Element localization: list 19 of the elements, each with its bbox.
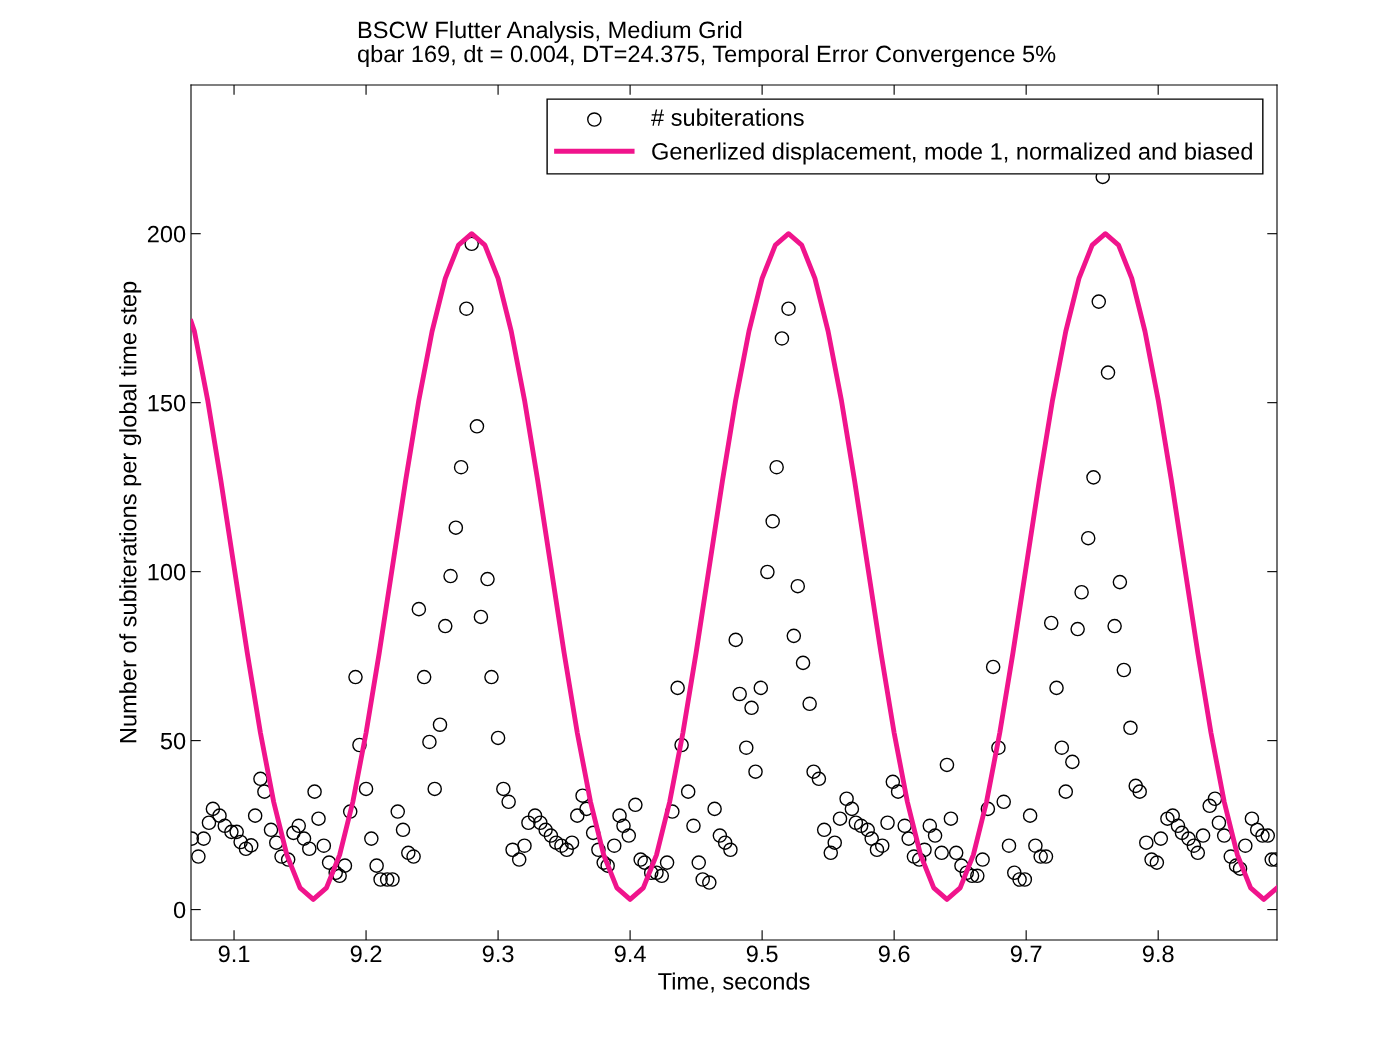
y-tick-label: 150	[148, 394, 186, 412]
x-tick-label: 9.6	[878, 945, 910, 963]
y-axis-title: Number of subiterations per global time step	[119, 281, 142, 743]
legend-label: Generlized displacement, mode 1, normalized and biased	[652, 142, 1252, 165]
x-tick-label: 9.7	[1010, 945, 1042, 963]
x-tick-label: 9.3	[482, 945, 514, 963]
x-tick-label: 9.8	[1142, 945, 1174, 963]
x-tick-label: 9.5	[746, 945, 778, 963]
y-tick-label: 0	[173, 901, 186, 919]
chart-subtitle: qbar 169, dt = 0.004, DT=24.375, Temporal Error Convergence 5%	[357, 45, 1056, 68]
x-tick-label: 9.4	[614, 945, 646, 963]
x-tick-label: 9.1	[218, 945, 250, 963]
y-tick-label: 50	[160, 732, 186, 750]
y-tick-label: 100	[148, 563, 186, 581]
legend-label: # subiterations	[651, 108, 804, 126]
x-tick-label: 9.2	[350, 945, 382, 963]
chart-title: BSCW Flutter Analysis, Medium Grid	[358, 21, 742, 44]
y-tick-label: 200	[147, 225, 186, 243]
x-axis-title: Time, seconds	[658, 972, 810, 993]
